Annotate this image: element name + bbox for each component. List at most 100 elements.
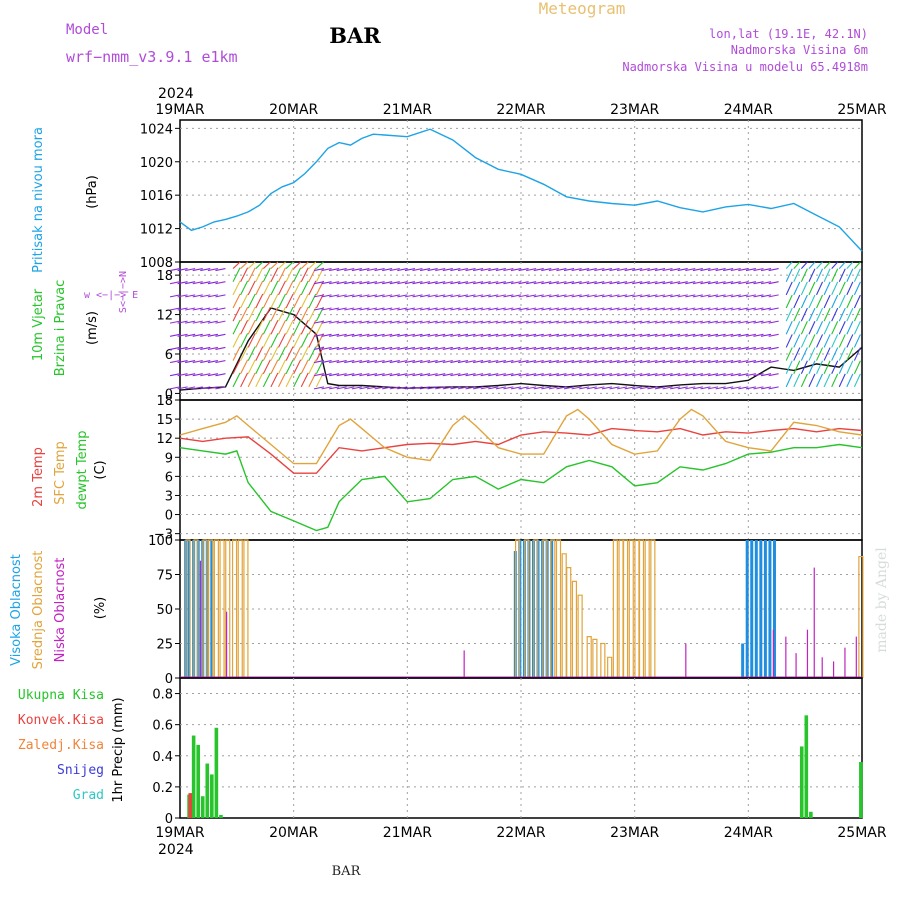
cloud-bar-mid	[231, 539, 238, 678]
wind-barb	[753, 360, 764, 364]
wind-barb	[816, 347, 824, 361]
wind-barb	[624, 373, 635, 377]
wind-barb	[707, 294, 719, 298]
wind-barb	[563, 281, 575, 285]
wind-barb	[397, 333, 408, 337]
wind-barb	[571, 373, 582, 377]
wind-barb	[768, 386, 779, 390]
wind-barb	[677, 307, 688, 311]
wind-barb	[240, 372, 249, 388]
wind-barb	[336, 360, 347, 364]
precip-ytick-label: 0.8	[152, 688, 173, 703]
wind-barb	[404, 386, 416, 390]
wind-barb	[616, 307, 628, 311]
wind-barb	[753, 373, 764, 377]
wind-barb	[336, 281, 347, 285]
wind-barb	[412, 320, 423, 324]
wind-barb	[823, 321, 831, 335]
wind-barb	[533, 307, 544, 311]
wind-barb	[247, 372, 256, 388]
wind-barb	[793, 334, 801, 348]
wind-barb	[495, 281, 506, 285]
wind-barb	[450, 346, 461, 350]
wind-barb	[533, 320, 544, 324]
wind-barb	[692, 294, 703, 298]
wind-barb	[647, 333, 658, 337]
wind-barb	[624, 268, 635, 272]
wind-barb	[313, 373, 325, 377]
wind-barb	[838, 373, 846, 388]
wind-barb	[616, 333, 628, 337]
wind-barb	[579, 281, 590, 285]
cloud-bar-mid	[514, 539, 521, 678]
wind-barb	[404, 281, 416, 285]
wind-barb	[548, 320, 559, 324]
wind-barb	[300, 267, 309, 282]
wind-barb	[838, 360, 846, 374]
wind-barb	[793, 268, 801, 282]
wind-barb	[624, 294, 635, 298]
wind-barb	[488, 294, 499, 298]
wind-barb	[495, 373, 506, 377]
wind-barb	[616, 386, 628, 390]
wind-barb	[753, 333, 764, 337]
wind-barb	[412, 294, 423, 298]
series-line-sfc-temp	[179, 408, 863, 465]
wind-barb	[533, 294, 544, 298]
precip-bar	[804, 715, 809, 818]
wind-barb	[715, 373, 726, 377]
wind-barb	[382, 373, 393, 377]
wind-barb	[853, 360, 861, 374]
wind-barb	[723, 360, 734, 364]
top-date-tick: 20MAR	[269, 102, 318, 118]
footer-station: BAR	[332, 864, 362, 879]
wind-barb	[442, 373, 453, 377]
wind-barb	[518, 268, 529, 272]
wind-barb	[321, 307, 332, 311]
wind-barb	[816, 268, 824, 282]
wind-barb	[200, 346, 211, 350]
wind-barb	[321, 294, 332, 298]
pressure-ytick-label: 1016	[140, 189, 173, 204]
wind-barb	[533, 360, 544, 364]
wind-barb	[359, 346, 370, 350]
wind-barb	[270, 293, 279, 309]
wind-barb	[192, 281, 203, 285]
wind-barb	[344, 360, 355, 364]
wind-barb	[548, 294, 559, 298]
wind-barb	[215, 307, 226, 311]
wind-barb	[351, 281, 362, 285]
wind-barb	[389, 386, 400, 390]
wind-barb	[601, 281, 613, 285]
precip-bar	[799, 746, 804, 818]
wind-barb	[586, 281, 597, 285]
wind-barb	[200, 333, 211, 337]
wind-barb	[185, 307, 196, 311]
wind-barb	[457, 268, 469, 272]
wind-barb	[723, 346, 734, 350]
cloud-bar-mid	[644, 539, 650, 678]
wind-barb	[715, 281, 726, 285]
wind-barb	[823, 261, 831, 269]
wind-barb	[609, 281, 620, 285]
wind-barb	[616, 360, 628, 364]
wind-barb	[177, 281, 188, 285]
wind-barb	[503, 268, 514, 272]
wind-barb	[838, 261, 846, 269]
wind-barb	[473, 294, 484, 298]
wind-barb	[232, 261, 241, 269]
wind-barb	[670, 373, 681, 377]
wind-barb	[753, 307, 764, 311]
wind-barb	[609, 320, 620, 324]
top-date-tick: 23MAR	[610, 102, 659, 118]
year-bottom: 2024	[158, 842, 194, 858]
wind-barb	[541, 373, 552, 377]
wind-barb	[548, 346, 559, 350]
wind-barb	[278, 359, 287, 374]
wind-barb	[488, 360, 499, 364]
temp-label-sfc: SFC Temp	[53, 441, 68, 505]
wind-barb	[336, 333, 347, 337]
wind-barb	[232, 306, 241, 322]
wind-barb	[359, 281, 370, 285]
wind-barb	[412, 333, 423, 337]
